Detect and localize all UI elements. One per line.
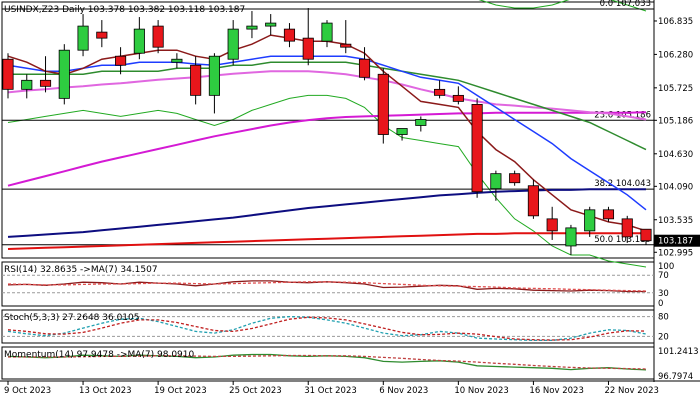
candle-up bbox=[415, 119, 427, 126]
candle-up bbox=[246, 25, 258, 30]
date-tick-label: 9 Oct 2023 bbox=[4, 386, 51, 396]
current-price-label: 103.187 bbox=[658, 237, 693, 247]
candle-down bbox=[39, 79, 52, 87]
candle-down bbox=[358, 58, 371, 78]
indicator-line-rsi-line bbox=[7, 280, 646, 293]
date-tick-label: 22 Nov 2023 bbox=[604, 386, 658, 396]
candle-down bbox=[621, 218, 633, 238]
candle-up bbox=[396, 128, 408, 135]
chart-panes bbox=[0, 0, 700, 382]
candle-down bbox=[115, 55, 127, 66]
candle-down bbox=[434, 88, 446, 96]
chart-texts: USINDX,Z23 Daily 103.378 103.382 103.118… bbox=[4, 5, 245, 360]
candle-down bbox=[546, 218, 558, 232]
date-tick-label: 25 Oct 2023 bbox=[229, 386, 282, 396]
candle-down bbox=[96, 31, 108, 39]
candle-up bbox=[171, 58, 183, 63]
indicator-tick-label: 80 bbox=[658, 313, 669, 323]
indicator-line-stoch-signal bbox=[7, 316, 647, 341]
date-tick-label: 31 Oct 2023 bbox=[304, 386, 357, 396]
momentum-title: Momentum(14) 97.9478 ->MA(7) 98.0910 bbox=[4, 350, 195, 360]
indicator-tick-label: 96.7974 bbox=[658, 372, 693, 382]
price-tick-label: 104.630 bbox=[658, 150, 693, 160]
moving-average-ma-violet bbox=[7, 70, 647, 121]
candle-down bbox=[190, 64, 202, 96]
candle-up bbox=[321, 22, 333, 42]
indicator-tick-label: 30 bbox=[658, 289, 669, 299]
candle-up bbox=[265, 22, 277, 27]
date-tick-label: 13 Oct 2023 bbox=[79, 386, 132, 396]
stoch-title: Stoch(5,3,3) 27.2648 36.0105 bbox=[4, 313, 139, 323]
candle-down bbox=[471, 104, 483, 193]
candle-up bbox=[208, 55, 220, 96]
date-tick-label: 10 Nov 2023 bbox=[454, 386, 508, 396]
candle-up bbox=[133, 28, 145, 54]
moving-average-ma-green bbox=[8, 61, 647, 151]
price-tick-label: 102.995 bbox=[658, 248, 693, 258]
price-tick-label: 105.725 bbox=[658, 84, 693, 94]
candle-up bbox=[77, 25, 89, 51]
candle-down bbox=[152, 25, 164, 48]
candle-down bbox=[302, 37, 314, 60]
indicator-tick-label: 100 bbox=[658, 262, 674, 272]
candle-up bbox=[21, 79, 33, 90]
date-tick-label: 6 Nov 2023 bbox=[379, 386, 428, 396]
candle-up bbox=[490, 173, 502, 190]
price-tick-label: 103.535 bbox=[658, 216, 693, 226]
fib-level-label: 50.0 103.119 bbox=[594, 235, 651, 245]
candle-up bbox=[227, 28, 239, 60]
candle-down bbox=[340, 43, 352, 48]
moving-average-ma-blue bbox=[7, 55, 647, 211]
moving-average-ma-navy bbox=[7, 188, 646, 238]
moving-average-ma-magenta bbox=[7, 111, 647, 187]
candle-down bbox=[602, 209, 615, 220]
candle-down bbox=[509, 173, 521, 184]
candle-up bbox=[58, 49, 70, 99]
price-tick-label: 105.186 bbox=[658, 116, 693, 126]
candle-up bbox=[584, 209, 596, 232]
bollinger-lower-line bbox=[7, 94, 647, 268]
price-tick-label: 106.835 bbox=[658, 17, 693, 27]
indicator-tick-label: 20 bbox=[658, 332, 669, 342]
fib-level-label: 38.2 104.043 bbox=[594, 179, 651, 189]
candle-down bbox=[640, 228, 652, 242]
price-tick-label: 106.280 bbox=[658, 50, 693, 60]
candle-up bbox=[565, 227, 577, 247]
indicator-line-mom-ma bbox=[8, 354, 647, 370]
indicator-tick-label: 0 bbox=[658, 299, 663, 309]
candle-down bbox=[527, 185, 539, 217]
price-tick-label: 104.090 bbox=[658, 182, 693, 192]
fib-level-label: 0.0 107.033 bbox=[600, 0, 651, 9]
main-chart-title: USINDX,Z23 Daily 103.378 103.382 103.118… bbox=[4, 5, 245, 15]
rsi-title: RSI(14) 32.8635 ->MA(7) 34.1507 bbox=[4, 265, 158, 275]
date-tick-label: 16 Nov 2023 bbox=[529, 386, 583, 396]
current-price-tag bbox=[654, 234, 700, 247]
candle-down bbox=[283, 28, 296, 42]
moving-average-ma-red bbox=[7, 232, 646, 250]
date-tick-label: 19 Oct 2023 bbox=[154, 386, 207, 396]
candle-down bbox=[452, 94, 464, 102]
indicator-tick-label: 70 bbox=[658, 271, 669, 281]
candle-down bbox=[2, 58, 14, 90]
indicator-tick-label: 101.2413 bbox=[658, 347, 699, 357]
indicator-line-rsi-ma bbox=[7, 281, 647, 292]
bollinger-upper-line bbox=[478, 0, 647, 12]
chart-axes: 106.835 106.280 105.725 105.186 104.630 104.0… bbox=[4, 17, 700, 396]
candle-down bbox=[377, 73, 389, 135]
